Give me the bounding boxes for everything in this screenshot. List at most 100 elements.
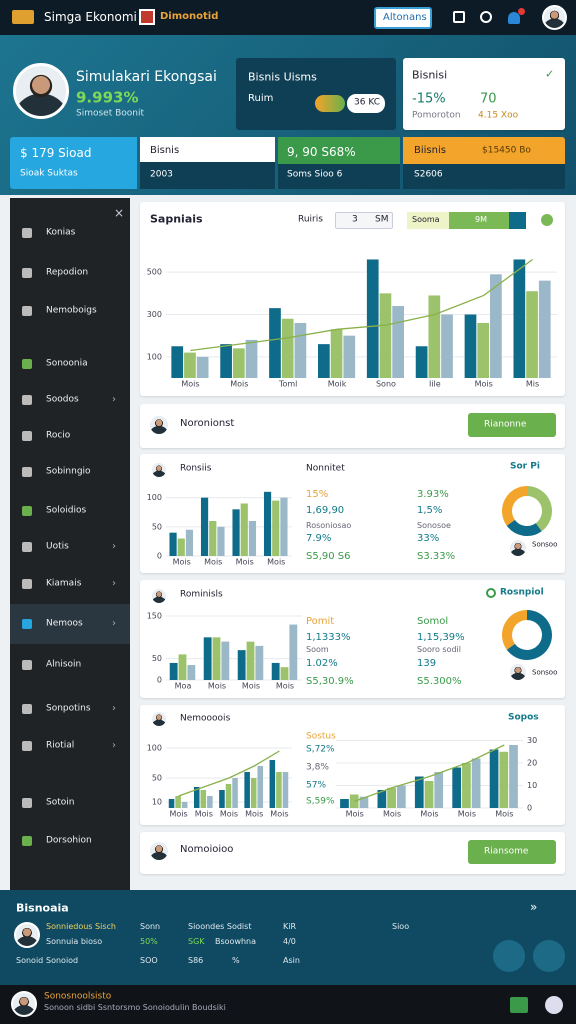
text: 1.02% — [306, 658, 338, 669]
t: Biisnis — [414, 145, 446, 156]
bar — [217, 526, 225, 556]
text[interactable]: Uotis — [46, 541, 69, 552]
text[interactable]: Soloidios — [46, 505, 87, 516]
nav-icon — [22, 359, 32, 369]
bar — [225, 784, 232, 808]
text: Sooro sodil — [417, 645, 462, 654]
bar — [276, 772, 282, 808]
btn-outline[interactable] — [374, 7, 432, 29]
x-tick-label: Mois — [204, 558, 222, 567]
y-tick-label: 500 — [147, 268, 162, 277]
round-btn[interactable] — [493, 940, 525, 972]
bar — [462, 763, 471, 808]
bar — [203, 637, 212, 680]
sidebar: × Konias Repodion Nemoboigs Sonoonia Soodos ›… — [10, 198, 130, 890]
text[interactable]: Sonpotins — [46, 703, 91, 714]
bar — [509, 745, 518, 808]
stat — [403, 137, 565, 164]
btn[interactable] — [468, 413, 556, 437]
avatar — [148, 414, 170, 436]
x-tick-label: Mois — [170, 810, 188, 819]
svg: 0 50 100 Mois Mois Mois Mois — [147, 491, 292, 567]
bar — [415, 346, 428, 378]
t: Riansome — [484, 846, 529, 857]
bar — [193, 787, 200, 808]
text[interactable]: Sobinngio — [46, 466, 91, 477]
svg: 0 50 150 Moa Mois Mois Mois — [147, 612, 302, 691]
text[interactable]: Nemoos — [46, 618, 83, 629]
nav-icon — [22, 467, 32, 477]
t: Rosnpiol — [500, 587, 544, 598]
range — [335, 212, 393, 229]
text[interactable]: Sonoonia — [46, 358, 88, 369]
text[interactable]: Soodos — [46, 394, 79, 405]
t: Simulakari Ekongsai — [76, 69, 217, 85]
bar — [200, 497, 209, 556]
ico — [508, 12, 520, 24]
bar — [538, 280, 551, 378]
trend-line — [354, 744, 505, 802]
avatar — [508, 538, 528, 558]
avatar — [150, 710, 168, 728]
text: Sonosoe — [417, 521, 451, 530]
text[interactable]: Riotial — [46, 740, 75, 751]
text: Sioondes Sodist — [188, 922, 252, 931]
avatar — [150, 461, 168, 479]
t: Noronionst — [180, 418, 235, 429]
y-tick-label: 100 — [147, 352, 162, 361]
bar — [232, 778, 238, 808]
avatar — [542, 5, 567, 30]
x-tick-label: Moik — [328, 380, 347, 389]
t: × — [114, 206, 125, 220]
y-tick-label: 150 — [147, 612, 162, 621]
text[interactable]: Repodion — [46, 267, 89, 278]
text[interactable]: Nemoboigs — [46, 305, 97, 316]
text: 1,69,90 — [306, 505, 345, 516]
bar — [499, 751, 509, 808]
filter — [449, 212, 509, 229]
t: 9.993% — [76, 88, 139, 107]
t: 4.15 Xoo — [478, 110, 519, 121]
text[interactable]: Konias — [46, 227, 76, 238]
donut-slice — [502, 610, 528, 650]
nav-icon — [22, 741, 32, 751]
y-tick-label: 10 — [152, 798, 162, 807]
t: Sonoon sidbi Ssntorsmo Sonoiodulin Bouds… — [44, 1003, 226, 1012]
text[interactable]: Sotoin — [46, 797, 75, 808]
avatar — [150, 587, 168, 605]
text: 4/0 — [283, 937, 296, 946]
svg — [502, 610, 552, 660]
text: Bsoowhna — [215, 937, 257, 946]
text[interactable]: Rocio — [46, 430, 71, 441]
bar — [349, 794, 359, 808]
text[interactable]: Kiamais — [46, 578, 82, 589]
t: S2606 — [414, 169, 443, 180]
text: S,72% — [306, 744, 335, 755]
y-tick-label: 10 — [527, 781, 537, 790]
text[interactable]: Alnisoin — [46, 659, 82, 670]
btn[interactable] — [468, 840, 556, 864]
bar — [244, 772, 250, 808]
round-btn[interactable] — [533, 940, 565, 972]
text[interactable]: Dorsohion — [46, 835, 92, 846]
bar — [489, 749, 499, 808]
nav-icon — [22, 660, 32, 670]
y-tick-label: 50 — [152, 522, 162, 531]
x-tick-label: Mois — [267, 558, 285, 567]
t: » — [530, 900, 538, 914]
bar — [221, 641, 230, 680]
bar — [396, 785, 406, 808]
bar — [424, 781, 434, 808]
t: Bisnoaia — [16, 901, 69, 915]
bar — [318, 344, 330, 378]
text: 57% — [306, 780, 327, 791]
t: › — [112, 703, 116, 714]
x-tick-label: Mois — [236, 558, 254, 567]
text: 139 — [417, 658, 437, 669]
bottom — [0, 890, 576, 985]
bar — [178, 654, 187, 680]
t: Sopos — [508, 712, 539, 723]
text: S5,30.9% — [306, 676, 354, 687]
bar — [184, 352, 196, 378]
